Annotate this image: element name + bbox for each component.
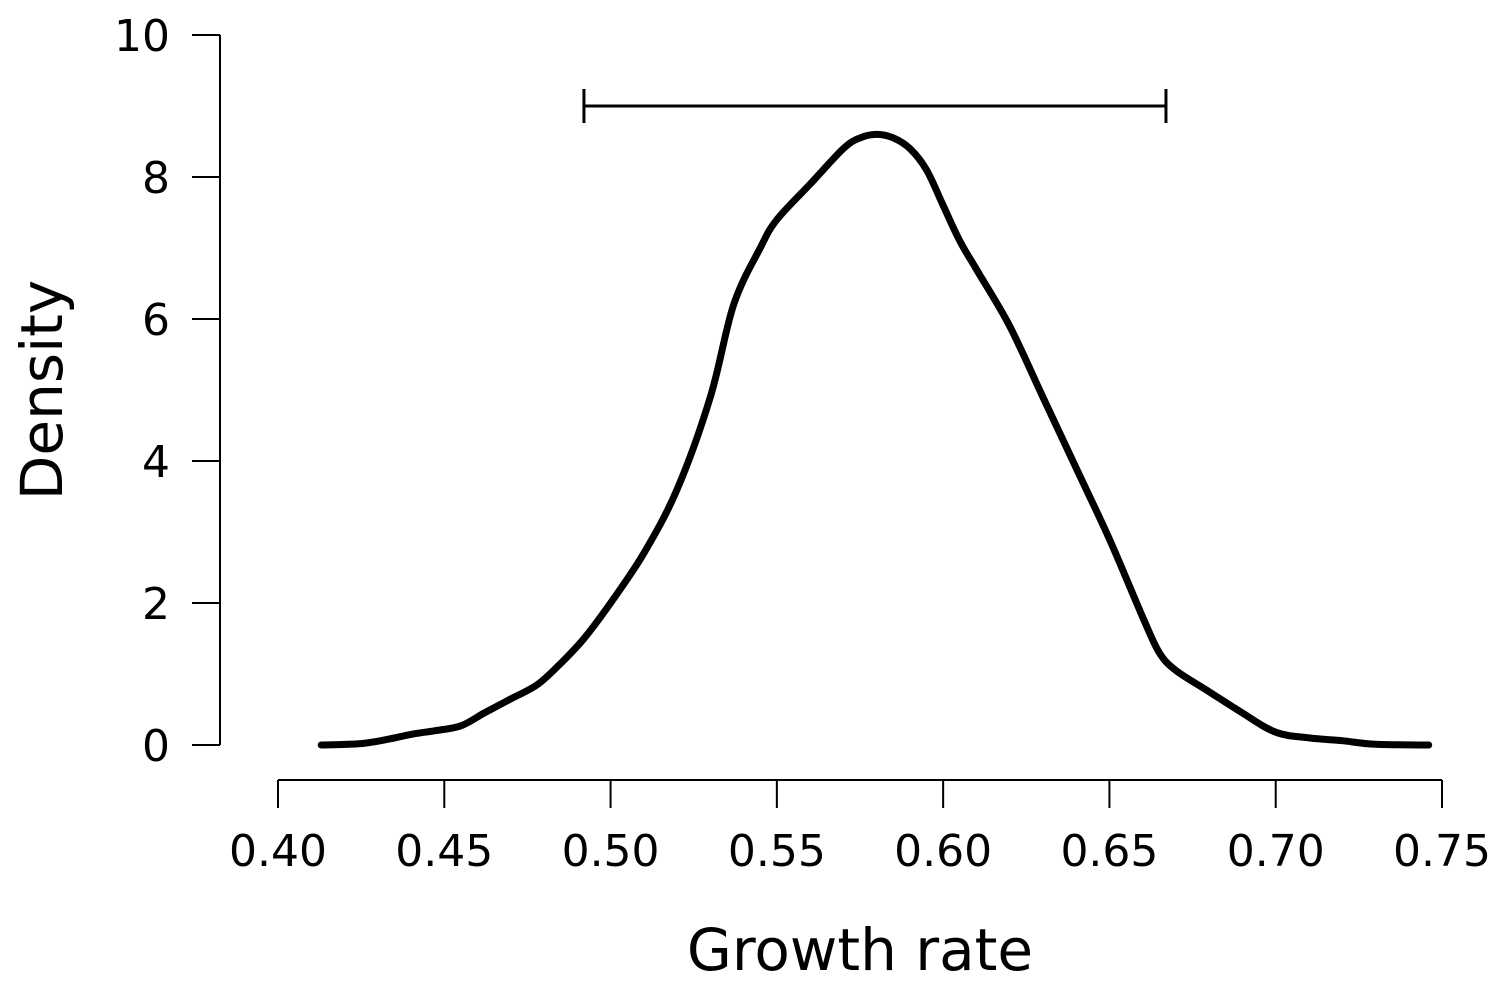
y-tick-label: 2	[142, 579, 170, 630]
x-tick-label: 0.55	[728, 826, 826, 877]
x-axis: 0.40 0.45 0.50 0.55 0.60 0.65 0.70 0.75	[229, 779, 1491, 877]
density-curve	[317, 130, 1433, 749]
y-tick-label: 0	[142, 721, 170, 772]
y-axis-title: Density	[8, 280, 76, 501]
x-tick-label: 0.65	[1060, 826, 1158, 877]
x-tick-label: 0.70	[1227, 826, 1325, 877]
y-axis: 0 2 4 6 8 10	[114, 11, 221, 772]
y-tick-label: 8	[142, 153, 170, 204]
x-tick-label: 0.45	[395, 826, 493, 877]
x-tick-label: 0.40	[229, 826, 327, 877]
x-tick-label: 0.60	[894, 826, 992, 877]
y-tick-label: 6	[142, 295, 170, 346]
x-tick-label: 0.75	[1393, 826, 1491, 877]
plot-area	[317, 89, 1433, 749]
x-tick-label: 0.50	[562, 826, 660, 877]
y-tick-label: 10	[114, 11, 170, 62]
x-axis-title: Growth rate	[687, 916, 1033, 984]
y-tick-label: 4	[142, 437, 170, 488]
